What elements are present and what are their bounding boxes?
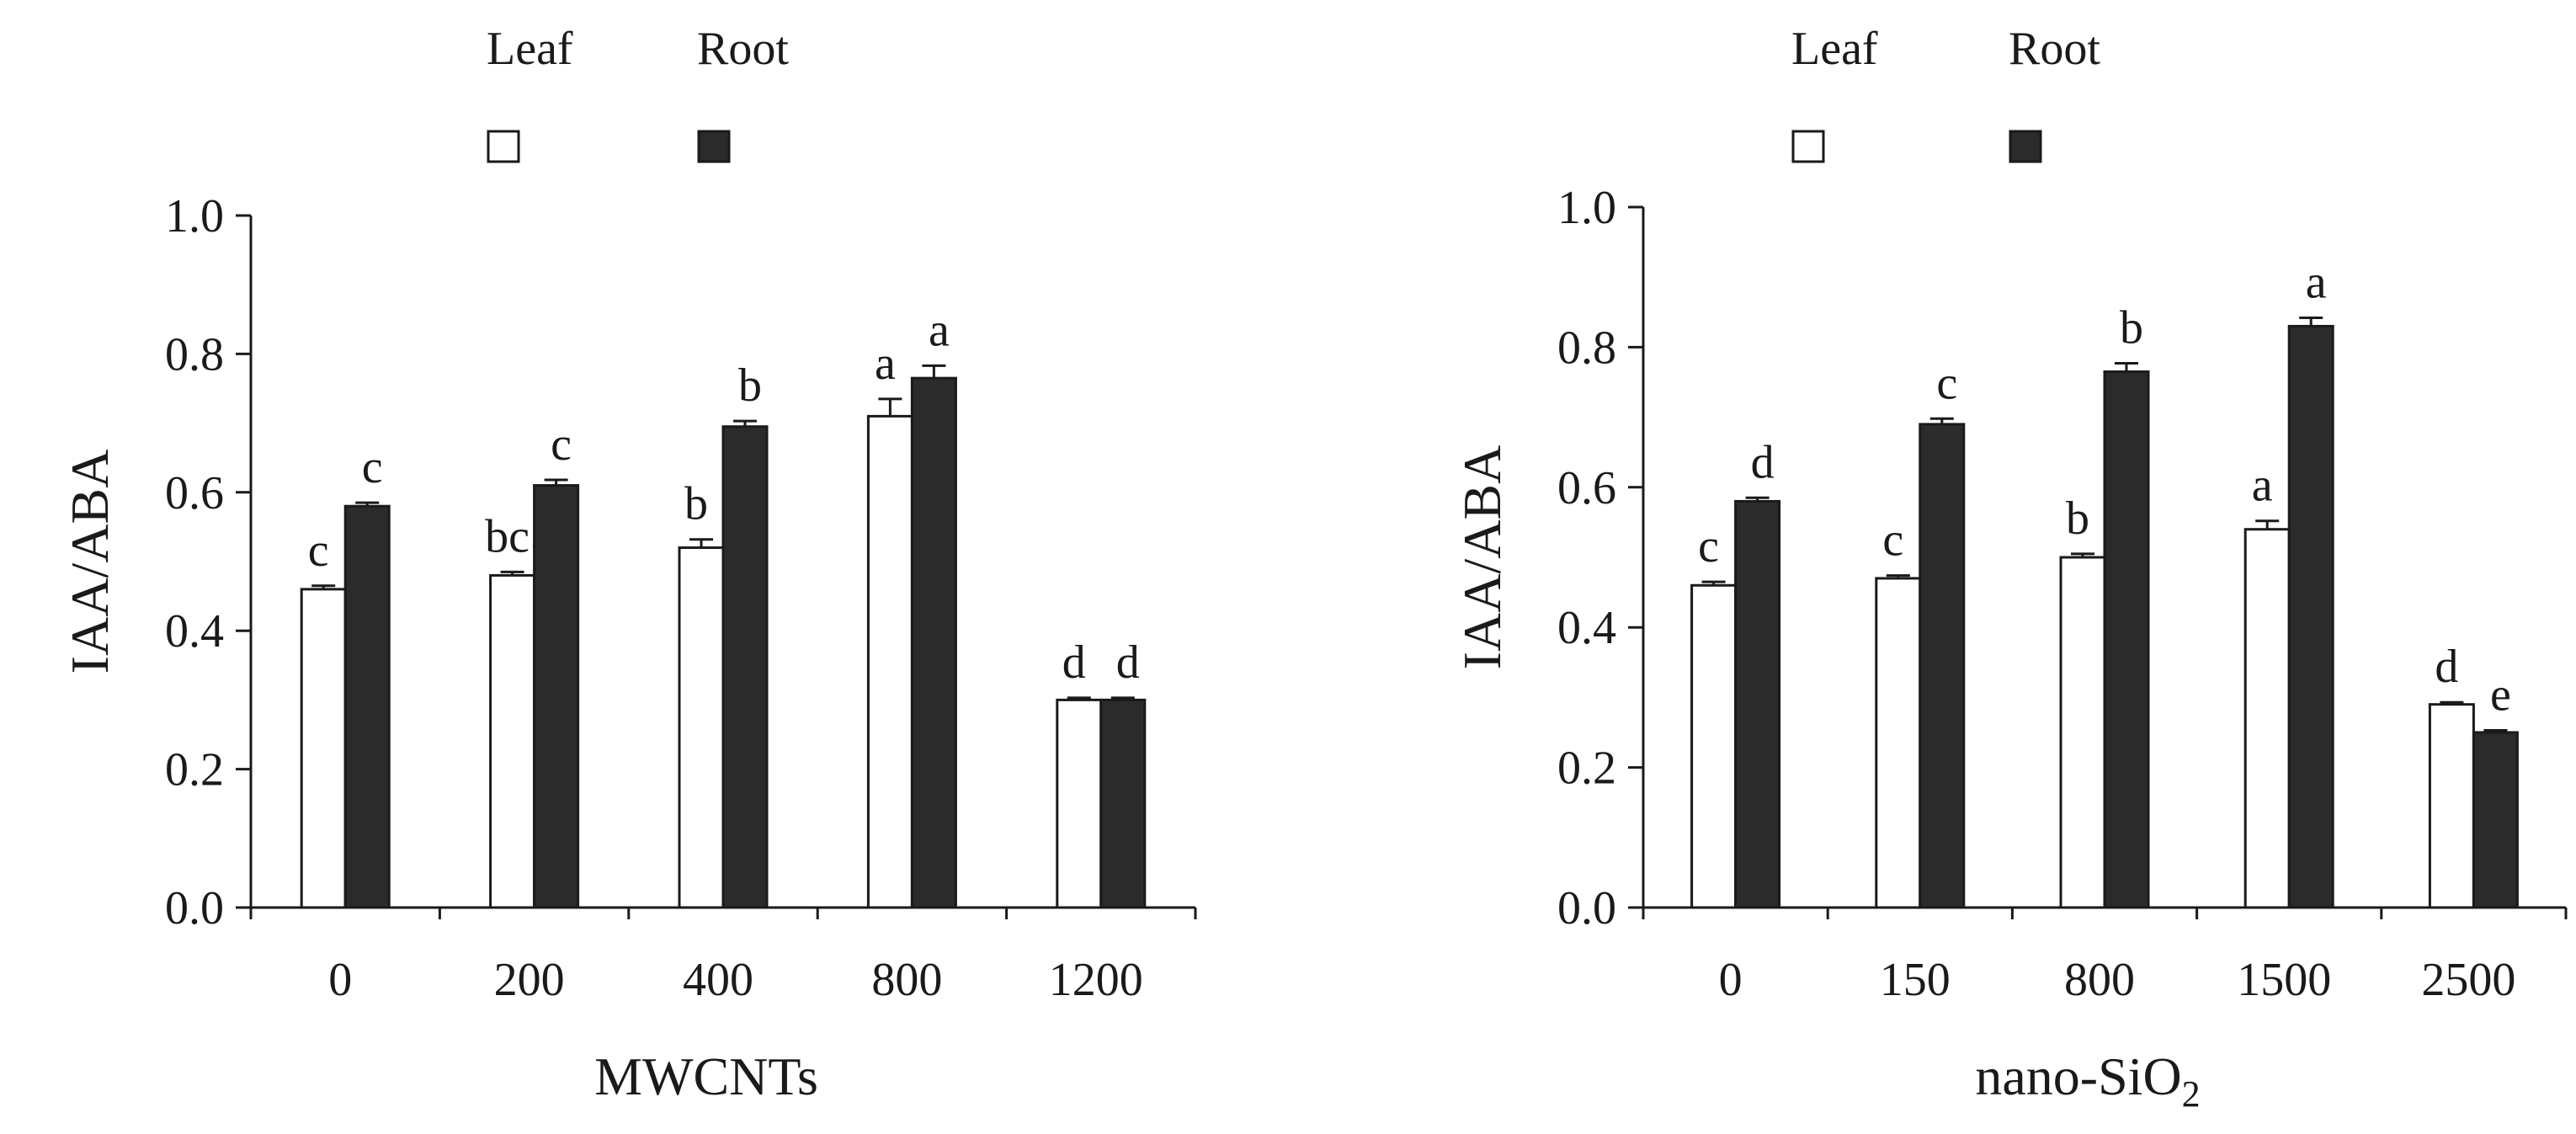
x-tick-label: 150 [1880,954,1951,1006]
legend-label-root: Root [2009,23,2100,75]
x-axis-title: MWCNTs [594,1046,818,1106]
y-axis-title: IAA/ABA [1452,445,1512,670]
bar-leaf-800 [2059,556,2106,909]
significance-label: bc [485,510,530,562]
x-tick-label: 0 [1719,954,1743,1006]
significance-label: c [362,441,383,493]
bar-root-150 [1919,423,1966,909]
x-tick-label: 400 [683,954,753,1006]
y-axis-title: IAA/ABA [60,450,120,674]
x-axis-title-text: MWCNTs [594,1046,818,1106]
bar-root-800 [2103,370,2150,909]
significance-label: d [1116,636,1140,689]
significance-label: a [875,338,896,390]
significance-label: b [684,478,708,530]
bar-root-1200 [1099,698,1147,909]
x-tick-label: 800 [871,954,942,1006]
bar-root-800 [910,376,957,909]
significance-label: c [1698,520,1719,572]
y-tick-label: 0.2 [165,744,224,796]
legend-swatch-root [697,130,731,163]
y-tick-label: 0.8 [1557,322,1616,374]
bar-root-2500 [2472,731,2519,909]
chart-panel-2: 0.00.20.40.60.81.0cd0cc150bb800aa1500de2… [1452,23,2568,1115]
bar-root-400 [721,425,769,909]
bar-leaf-800 [866,414,913,909]
legend-label-root: Root [697,23,789,75]
significance-label: b [2066,492,2089,545]
bar-leaf-150 [1875,577,1922,909]
bar-root-200 [533,484,580,909]
y-tick-label: 1.0 [165,190,224,242]
significance-label: c [551,418,572,471]
y-tick-label: 0.4 [1557,602,1616,654]
bar-leaf-200 [489,573,536,909]
bar-root-1500 [2287,324,2334,909]
legend-label-leaf: Leaf [1791,23,1878,75]
x-tick-label: 1200 [1049,954,1143,1006]
significance-label: c [1936,357,1957,409]
bar-leaf-0 [1690,583,1738,909]
y-tick-label: 0.4 [165,605,224,658]
legend-swatch-root [2009,130,2042,163]
significance-label: d [1062,636,1086,689]
bar-leaf-1500 [2243,528,2291,909]
legend-swatch-leaf [487,130,520,163]
x-tick-label: 200 [494,954,565,1006]
y-tick-label: 0.2 [1557,743,1616,795]
y-tick-label: 0.6 [165,467,224,519]
bar-leaf-1200 [1056,698,1103,909]
significance-label: d [1751,436,1775,488]
x-axis-title: nano-SiO2 [1975,1046,2200,1115]
bar-root-0 [343,504,391,909]
legend-swatch-leaf [1791,130,1825,163]
significance-label: b [738,359,762,412]
legend-label-leaf: Leaf [487,23,573,75]
bar-leaf-2500 [2428,703,2475,909]
bar-root-0 [1734,499,1781,909]
significance-label: e [2490,669,2511,721]
y-tick-label: 1.0 [1557,182,1616,234]
significance-label: a [929,304,950,356]
x-axis-title-subscript: 2 [2182,1073,2201,1115]
y-tick-label: 0.8 [165,328,224,381]
x-tick-label: 0 [328,954,352,1006]
significance-label: a [2306,256,2327,308]
bar-leaf-0 [300,588,347,909]
y-tick-label: 0.0 [165,882,224,934]
x-tick-label: 800 [2064,954,2135,1006]
significance-label: a [2252,460,2273,512]
x-tick-label: 2500 [2421,954,2515,1006]
y-tick-label: 0.0 [1557,882,1616,934]
y-tick-label: 0.6 [1557,462,1616,514]
x-axis-title-text: nano-SiO [1975,1046,2181,1106]
significance-label: b [2120,302,2143,354]
significance-label: c [308,524,329,577]
significance-label: c [1882,514,1903,567]
x-tick-label: 1500 [2237,954,2331,1006]
significance-label: d [2435,641,2458,693]
bar-leaf-400 [678,546,725,909]
